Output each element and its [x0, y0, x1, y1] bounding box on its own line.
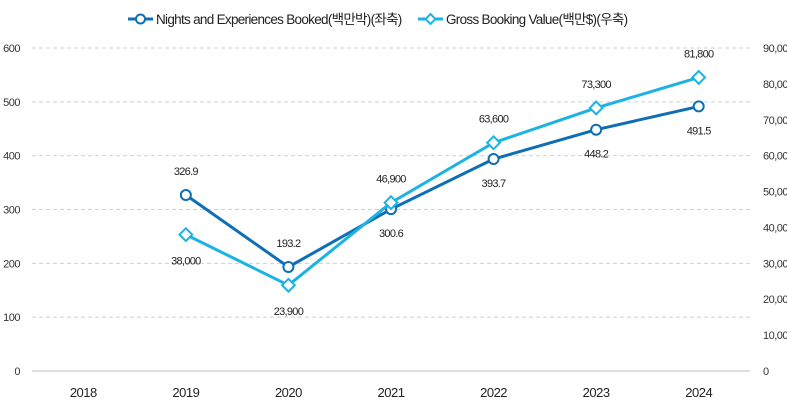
right-axis-tick: 20,000 [763, 294, 787, 306]
right-axis-tick: 80,000 [763, 79, 787, 91]
left-axis-tick: 200 [3, 258, 20, 270]
data-point-circle [282, 260, 295, 273]
data-point-diamond [588, 100, 604, 116]
legend-diamond-icon [424, 12, 437, 26]
legend-label: Nights and Experiences Booked(백만박)(좌축) [156, 12, 402, 27]
data-point-diamond [178, 226, 194, 243]
series-line [184, 104, 700, 269]
data-point-diamond [485, 134, 502, 151]
x-axis-tick: 2024 [685, 385, 712, 400]
data-point-diamond [280, 277, 297, 294]
data-point-circle [179, 189, 192, 202]
left-axis-tick: 500 [3, 97, 20, 109]
data-point-diamond [383, 194, 399, 211]
series-line [185, 75, 700, 287]
right-axis-tick: 70,000 [763, 115, 787, 127]
right-axis-tick: 30,000 [763, 258, 787, 270]
x-axis-tick: 2022 [480, 385, 507, 400]
data-label: 393.7 [482, 178, 507, 190]
left-axis-tick: 600 [3, 43, 20, 55]
legend-circle-icon [135, 13, 146, 25]
data-label: 23,900 [274, 306, 304, 318]
data-label: 63,600 [479, 114, 509, 126]
x-axis-tick: 2019 [172, 385, 199, 400]
right-axis-tick: 10,000 [763, 330, 787, 342]
left-axis-tick: 0 [14, 366, 20, 378]
data-point-circle [692, 100, 705, 113]
data-label: 46,900 [376, 174, 406, 186]
data-label: 38,000 [171, 256, 201, 268]
left-axis-tick: 100 [3, 312, 20, 324]
data-label: 73,300 [581, 79, 611, 91]
data-point-circle [487, 153, 500, 166]
data-label: 81,800 [684, 48, 714, 60]
data-point-diamond [690, 69, 707, 86]
left-axis-tick: 400 [3, 151, 20, 163]
right-axis-tick: 0 [763, 366, 769, 378]
x-axis-tick: 2021 [378, 385, 405, 400]
right-axis-tick: 90,000 [763, 43, 787, 55]
data-label: 491.5 [687, 125, 712, 137]
x-axis-tick: 2023 [583, 385, 610, 400]
right-axis-tick: 40,000 [763, 222, 787, 234]
data-label: 300.6 [379, 228, 404, 240]
data-label: 326.9 [174, 166, 199, 178]
data-label: 448.2 [584, 149, 609, 161]
data-point-circle [590, 123, 603, 136]
legend-label: Gross Booking Value(백만$)(우축) [446, 12, 628, 27]
x-axis-tick: 2018 [70, 385, 97, 400]
left-axis-tick: 300 [3, 205, 20, 217]
right-axis-tick: 60,000 [763, 151, 787, 163]
data-label: 193.2 [276, 238, 301, 250]
right-axis-tick: 50,000 [763, 187, 787, 199]
x-axis-tick: 2020 [275, 385, 302, 400]
